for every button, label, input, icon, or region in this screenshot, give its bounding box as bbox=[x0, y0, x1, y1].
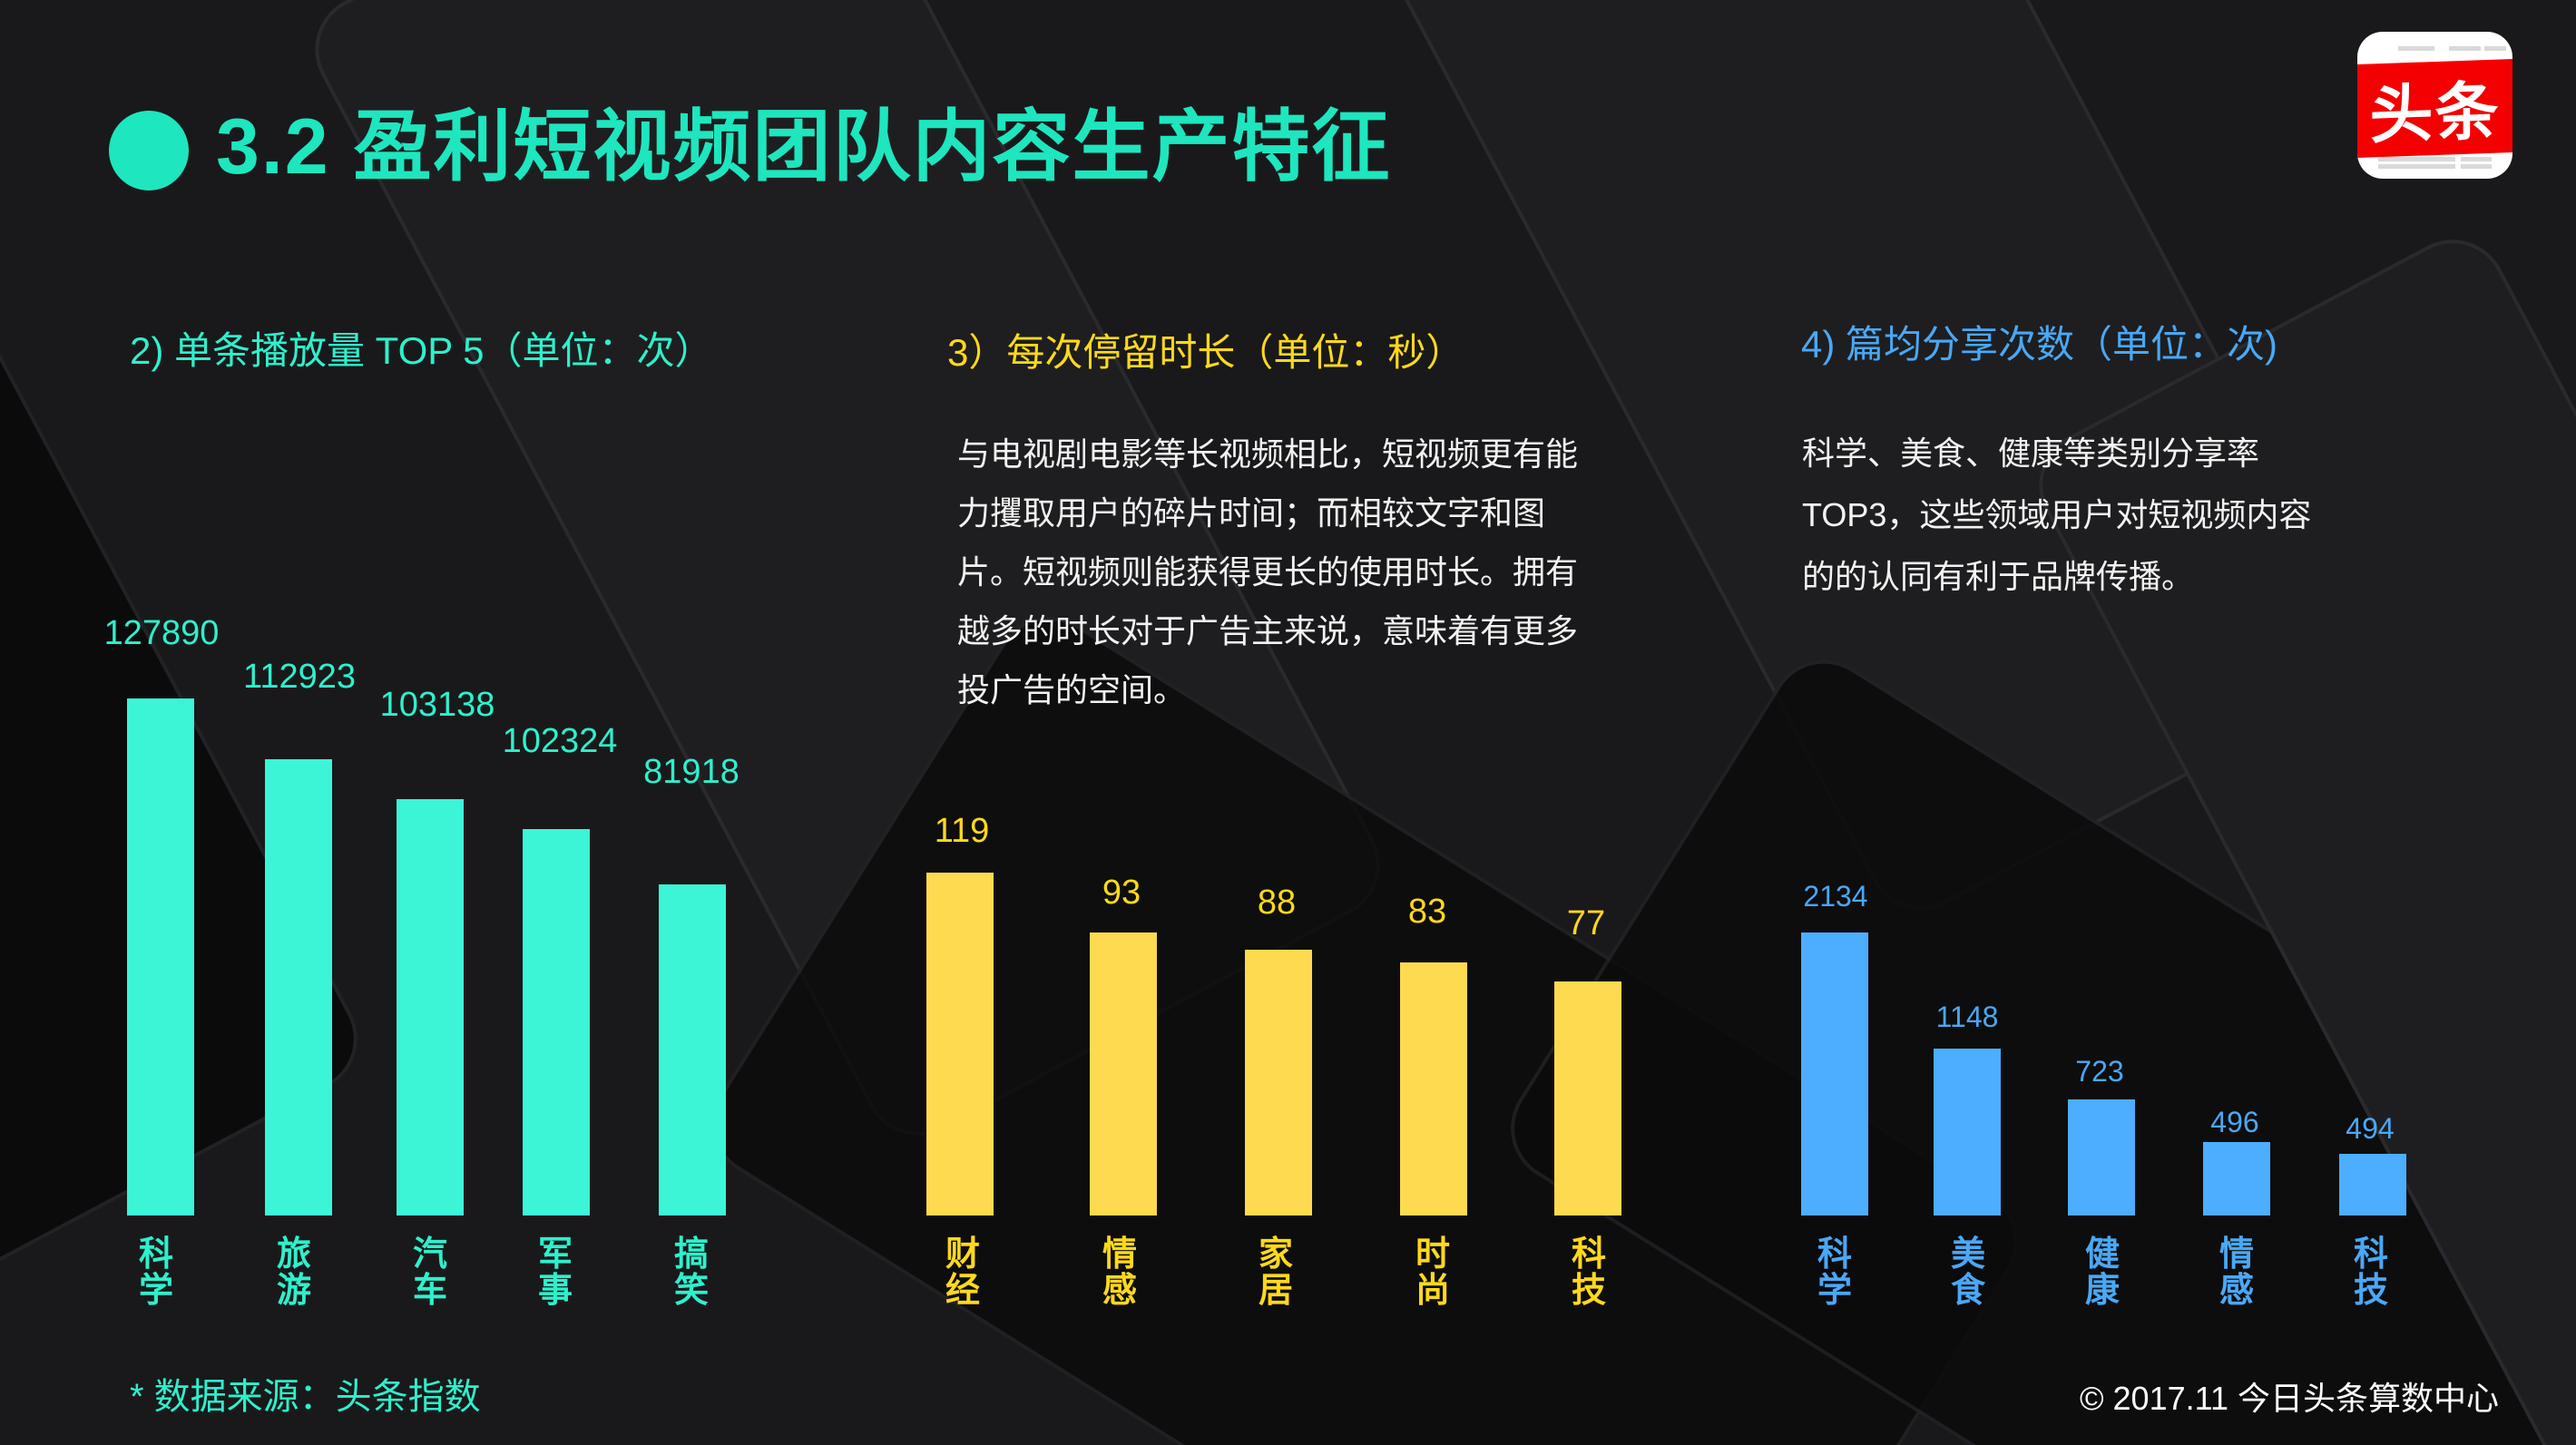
logo-decor-line bbox=[2484, 46, 2506, 51]
bar bbox=[1801, 932, 1868, 1216]
bar bbox=[2068, 1099, 2135, 1216]
category-label: 汽 车 bbox=[412, 1235, 447, 1310]
data-source-footnote: * 数据来源：头条指数 bbox=[130, 1377, 481, 1417]
toutiao-logo-icon: 头条 bbox=[2357, 32, 2512, 179]
bar bbox=[127, 698, 194, 1216]
chart-2-description: 与电视剧电影等长视频相比，短视频更有能 力攫取用户的碎片时间；而相较文字和图 片… bbox=[957, 435, 1579, 708]
bar bbox=[659, 884, 726, 1216]
category-label: 科 学 bbox=[1817, 1235, 1852, 1310]
bar bbox=[2339, 1154, 2406, 1216]
bar bbox=[1090, 932, 1157, 1216]
category-label: 科 技 bbox=[1571, 1235, 1606, 1310]
logo-decor-line bbox=[2378, 157, 2455, 161]
bar-value-label: 88 bbox=[1257, 884, 1297, 922]
logo-decor-line bbox=[2398, 46, 2434, 51]
bar-value-label: 93 bbox=[1102, 874, 1141, 912]
category-label: 情 感 bbox=[1102, 1235, 1137, 1310]
title-bullet-icon bbox=[109, 111, 189, 190]
category-label: 搞 笑 bbox=[673, 1235, 709, 1310]
chart-2-title: 3）每次停留时长（单位：秒） bbox=[947, 331, 1464, 374]
chart-3-title: 4) 篇均分享次数（单位：次) bbox=[1801, 323, 2278, 366]
bar bbox=[397, 799, 464, 1216]
bar bbox=[1400, 962, 1467, 1216]
page-title: 3.2 盈利短视频团队内容生产特征 bbox=[216, 103, 1392, 190]
bar-value-label: 496 bbox=[2210, 1106, 2259, 1138]
bar-value-label: 2134 bbox=[1803, 880, 1868, 913]
category-label: 旅 游 bbox=[276, 1235, 311, 1310]
bar-value-label: 81918 bbox=[643, 753, 739, 791]
category-label: 家 居 bbox=[1258, 1235, 1293, 1310]
bar bbox=[926, 873, 994, 1216]
logo-decor-line bbox=[2461, 157, 2492, 161]
bar-value-label: 102324 bbox=[502, 722, 618, 760]
category-label: 时 尚 bbox=[1415, 1235, 1450, 1310]
logo-decor-line bbox=[2378, 164, 2455, 169]
bar bbox=[265, 759, 332, 1216]
category-label: 健 康 bbox=[2084, 1235, 2120, 1310]
category-label: 科 学 bbox=[138, 1235, 173, 1310]
bar-value-label: 723 bbox=[2075, 1055, 2124, 1088]
category-label: 科 技 bbox=[2353, 1235, 2388, 1310]
copyright: © 2017.11 今日头条算数中心 bbox=[2080, 1380, 2499, 1417]
bar-value-label: 119 bbox=[934, 812, 990, 850]
chart-3-description: 科学、美食、健康等类别分享率 TOP3，这些领域用户对短视频内容 的的认同有利于… bbox=[1802, 434, 2312, 595]
bar bbox=[2203, 1142, 2270, 1216]
bar bbox=[1245, 950, 1312, 1216]
bar-value-label: 77 bbox=[1566, 904, 1606, 942]
logo-text: 头条 bbox=[2357, 59, 2512, 158]
bar-value-label: 112923 bbox=[243, 658, 356, 696]
bar bbox=[1934, 1049, 2001, 1216]
category-label: 美 食 bbox=[1950, 1235, 1985, 1310]
chart-1-title: 2) 单条播放量 TOP 5（单位：次） bbox=[130, 329, 713, 372]
bar-value-label: 103138 bbox=[379, 686, 495, 724]
logo-decor-line bbox=[2449, 46, 2481, 51]
bar-value-label: 83 bbox=[1407, 893, 1447, 931]
bar-value-label: 1148 bbox=[1935, 1001, 1999, 1033]
category-label: 军 事 bbox=[537, 1235, 573, 1310]
bar-value-label: 127890 bbox=[103, 614, 220, 652]
bar bbox=[523, 829, 590, 1216]
category-label: 财 经 bbox=[945, 1235, 980, 1310]
bar-value-label: 494 bbox=[2346, 1112, 2395, 1145]
bar bbox=[1554, 981, 1621, 1216]
logo-decor-line bbox=[2461, 164, 2492, 169]
category-label: 情 感 bbox=[2218, 1235, 2254, 1310]
